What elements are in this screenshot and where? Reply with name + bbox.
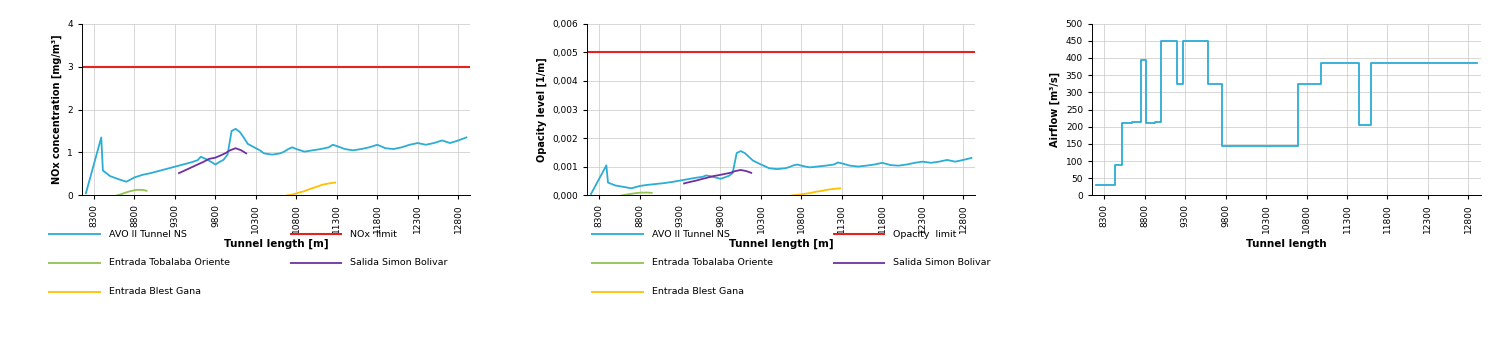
Text: Salida Simon Bolivar: Salida Simon Bolivar: [350, 258, 448, 267]
Y-axis label: NOx concentration [mg/m³]: NOx concentration [mg/m³]: [51, 35, 61, 184]
Text: Entrada Tobalaba Oriente: Entrada Tobalaba Oriente: [652, 258, 772, 267]
Text: NOx  limit: NOx limit: [350, 230, 397, 239]
Text: Entrada Blest Gana: Entrada Blest Gana: [109, 287, 201, 296]
X-axis label: Tunnel length: Tunnel length: [1245, 239, 1327, 249]
Text: Entrada Tobalaba Oriente: Entrada Tobalaba Oriente: [109, 258, 229, 267]
X-axis label: Tunnel length [m]: Tunnel length [m]: [223, 239, 329, 249]
Text: AVO II Tunnel NS: AVO II Tunnel NS: [109, 230, 186, 239]
X-axis label: Tunnel length [m]: Tunnel length [m]: [729, 239, 833, 249]
Text: AVO II Tunnel NS: AVO II Tunnel NS: [652, 230, 729, 239]
Text: Opacity  limit: Opacity limit: [893, 230, 957, 239]
Y-axis label: Opacity level [1/m]: Opacity level [1/m]: [536, 57, 546, 162]
Y-axis label: Airflow [m³/s]: Airflow [m³/s]: [1051, 72, 1059, 147]
Text: Salida Simon Bolivar: Salida Simon Bolivar: [893, 258, 991, 267]
Text: Entrada Blest Gana: Entrada Blest Gana: [652, 287, 744, 296]
